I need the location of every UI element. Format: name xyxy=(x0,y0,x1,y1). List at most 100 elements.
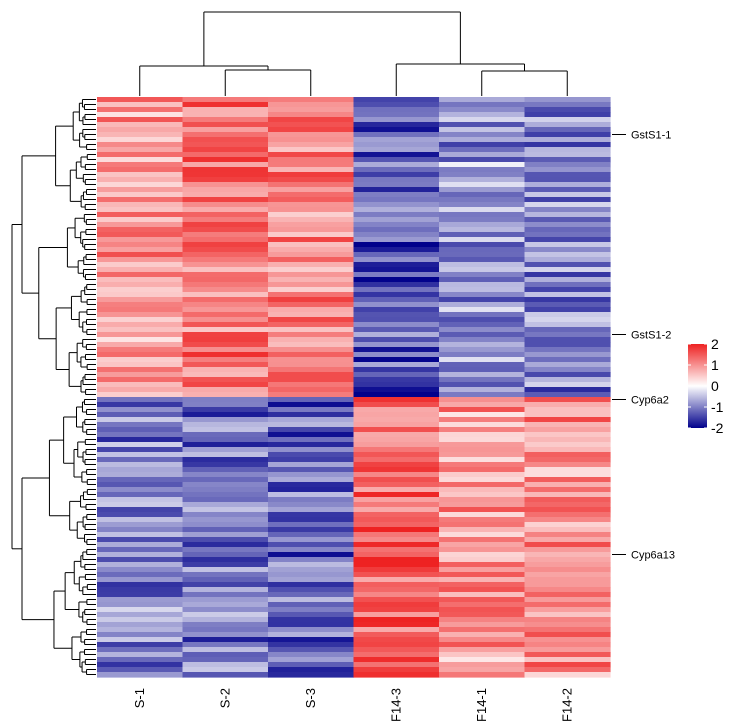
heatmap-cell xyxy=(182,332,269,338)
heatmap-cell xyxy=(353,247,440,253)
heatmap-cell xyxy=(439,587,526,593)
heatmap-cell xyxy=(268,367,355,373)
heatmap-cell xyxy=(182,307,269,313)
heatmap-cell xyxy=(439,597,526,603)
heatmap-cell xyxy=(182,632,269,638)
heatmap-cell xyxy=(353,587,440,593)
heatmap-cell xyxy=(268,232,355,238)
heatmap-cell xyxy=(182,222,269,228)
heatmap-cell xyxy=(97,187,184,193)
heatmap-cell xyxy=(353,212,440,218)
heatmap-cell xyxy=(268,437,355,443)
heatmap-cell xyxy=(97,577,184,583)
heatmap-cell xyxy=(97,362,184,368)
heatmap-cell xyxy=(182,532,269,538)
heatmap-cell xyxy=(182,122,269,128)
heatmap-cell xyxy=(97,592,184,598)
heatmap-cell xyxy=(268,477,355,483)
heatmap-cell xyxy=(182,162,269,168)
heatmap-cell xyxy=(524,197,611,203)
heatmap-cell xyxy=(524,117,611,123)
heatmap-cell xyxy=(524,337,611,343)
heatmap-cell xyxy=(97,532,184,538)
heatmap-cell xyxy=(439,472,526,478)
heatmap-cell xyxy=(439,447,526,453)
heatmap-cell xyxy=(353,392,440,398)
heatmap-cell xyxy=(97,427,184,433)
heatmap-cell xyxy=(439,332,526,338)
heatmap-cell xyxy=(524,227,611,233)
heatmap-cell xyxy=(97,597,184,603)
heatmap-cell xyxy=(182,482,269,488)
heatmap-cell xyxy=(353,192,440,198)
row-annotation-label: GstS1-1 xyxy=(631,130,671,142)
heatmap-cell xyxy=(97,612,184,618)
heatmap-cell xyxy=(524,332,611,338)
heatmap-cell xyxy=(97,387,184,393)
heatmap-cell xyxy=(524,392,611,398)
heatmap-cell xyxy=(97,667,184,673)
heatmap-cell xyxy=(439,192,526,198)
heatmap-cell xyxy=(524,607,611,613)
heatmap-cell xyxy=(439,437,526,443)
heatmap-cell xyxy=(97,452,184,458)
heatmap-cell xyxy=(182,567,269,573)
heatmap-cell xyxy=(439,467,526,473)
heatmap-cell xyxy=(97,502,184,508)
heatmap-cell xyxy=(182,132,269,138)
heatmap-cell xyxy=(353,462,440,468)
heatmap-cell xyxy=(353,352,440,358)
heatmap-cell xyxy=(524,352,611,358)
heatmap-cell xyxy=(439,372,526,378)
heatmap-cell xyxy=(97,637,184,643)
heatmap-cell xyxy=(97,547,184,553)
heatmap-cell xyxy=(97,587,184,593)
heatmap-cell xyxy=(268,427,355,433)
heatmap-cell xyxy=(524,287,611,293)
heatmap-cell xyxy=(268,312,355,318)
heatmap-cell xyxy=(182,272,269,278)
heatmap-cell xyxy=(353,492,440,498)
heatmap-cell xyxy=(268,257,355,263)
heatmap-cell xyxy=(97,617,184,623)
heatmap-cell xyxy=(268,267,355,273)
heatmap-cell xyxy=(353,127,440,133)
heatmap-cell xyxy=(524,417,611,423)
heatmap-cell xyxy=(182,187,269,193)
heatmap-cell xyxy=(97,627,184,633)
heatmap-cell xyxy=(97,267,184,273)
heatmap-cell xyxy=(268,157,355,163)
heatmap-cell xyxy=(353,117,440,123)
heatmap-cell xyxy=(353,322,440,328)
heatmap-cell xyxy=(439,212,526,218)
heatmap-cell xyxy=(268,117,355,123)
heatmap-cell xyxy=(97,472,184,478)
heatmap-cell xyxy=(182,612,269,618)
heatmap-cell xyxy=(268,537,355,543)
heatmap-cell xyxy=(353,312,440,318)
heatmap-cell xyxy=(353,172,440,178)
heatmap-cell xyxy=(268,637,355,643)
heatmap-cell xyxy=(439,542,526,548)
heatmap-cell xyxy=(439,507,526,513)
heatmap-cell xyxy=(182,172,269,178)
heatmap-cell xyxy=(439,632,526,638)
heatmap-cell xyxy=(524,522,611,528)
heatmap-cell xyxy=(439,552,526,558)
heatmap-cell xyxy=(439,527,526,533)
heatmap-cell xyxy=(268,362,355,368)
heatmap-cell xyxy=(268,172,355,178)
heatmap-cell xyxy=(97,232,184,238)
heatmap-cell xyxy=(268,297,355,303)
heatmap-cell xyxy=(97,327,184,333)
heatmap-cell xyxy=(439,242,526,248)
heatmap-cell xyxy=(524,647,611,653)
heatmap-cell xyxy=(439,462,526,468)
heatmap-cell xyxy=(524,617,611,623)
heatmap-cell xyxy=(268,517,355,523)
heatmap-cell xyxy=(524,357,611,363)
heatmap-cell xyxy=(439,657,526,663)
heatmap-cell xyxy=(353,342,440,348)
heatmap-cell xyxy=(524,147,611,153)
heatmap-cell xyxy=(439,167,526,173)
